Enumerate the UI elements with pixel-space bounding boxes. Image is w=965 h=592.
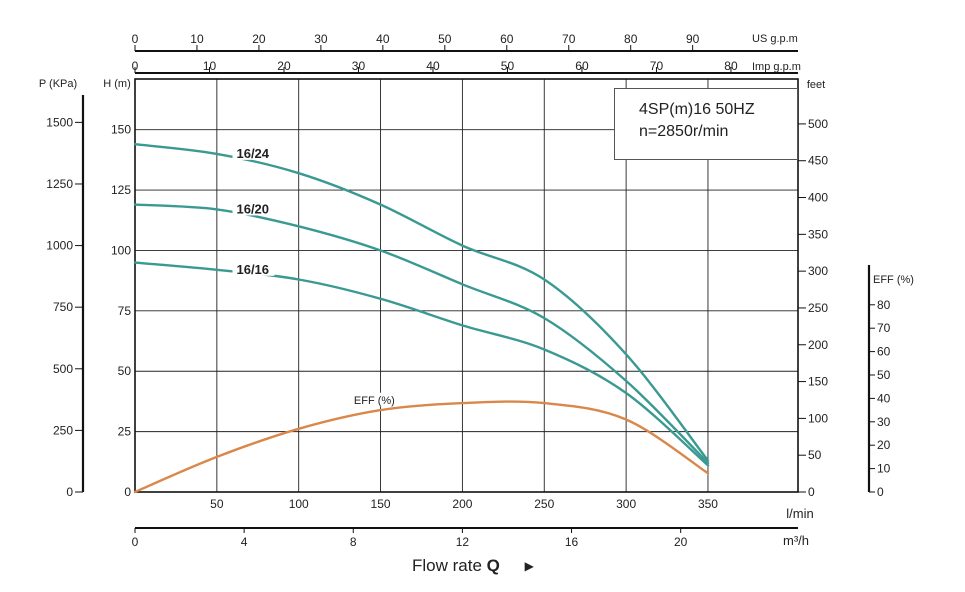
y-tick-label-head: 150 — [111, 123, 131, 137]
x-tick-label-lmin: 350 — [698, 497, 718, 511]
y-tick-label-feet: 250 — [808, 301, 828, 315]
us-gpm-tick-label: 60 — [500, 32, 514, 46]
y-tick-label-pressure: 1250 — [46, 177, 73, 191]
y-tick-label-feet: 0 — [808, 485, 815, 499]
imp-gpm-tick-label: 10 — [203, 59, 217, 73]
y-tick-label-eff: 10 — [877, 462, 891, 476]
curve-label-bg — [232, 144, 275, 160]
y-tick-label-pressure: 1000 — [46, 239, 73, 253]
curve-16-20 — [133, 203, 710, 465]
imp-gpm-tick-label: 0 — [132, 59, 139, 73]
curve-label-16-16: 16/16 — [236, 262, 269, 277]
imp-gpm-tick-label: 50 — [501, 59, 515, 73]
y-tick-label-head: 125 — [111, 183, 131, 197]
y-unit-feet: feet — [807, 79, 825, 91]
y-tick-label-pressure: 0 — [66, 485, 73, 499]
y-tick-label-eff: 30 — [877, 415, 891, 429]
arrow-right-icon: ▶ — [524, 559, 534, 573]
axes — [75, 45, 875, 533]
x-axis-title-symbol: Q — [486, 556, 500, 575]
us-gpm-tick-label: 0 — [132, 32, 139, 46]
imp-gpm-tick-label: 80 — [724, 59, 738, 73]
curve-16-16 — [133, 261, 710, 467]
x-tick-label-m3h: 8 — [350, 535, 357, 549]
y-tick-label-pressure: 1500 — [46, 115, 73, 129]
y-tick-label-head: 25 — [118, 425, 132, 439]
imp-gpm-tick-label: 40 — [426, 59, 440, 73]
curve-label-16-24: 16/24 — [236, 146, 269, 161]
y-unit-pressure: P (KPa) — [39, 78, 77, 90]
curve-16-24 — [133, 143, 710, 462]
us-gpm-tick-label: 30 — [314, 32, 328, 46]
y-tick-label-feet: 350 — [808, 227, 828, 241]
y-tick-label-eff: 80 — [877, 298, 891, 312]
x-tick-label-m3h: 12 — [456, 535, 470, 549]
pump-info-box: 4SP(m)16 50HZ n=2850r/min — [614, 88, 798, 160]
y-tick-label-feet: 150 — [808, 375, 828, 389]
y-tick-label-feet: 450 — [808, 154, 828, 168]
x-tick-label-lmin: 150 — [371, 497, 391, 511]
labels: 50 100 150 200 250 300 350l/min025507510012515… — [39, 32, 914, 549]
y-tick-label-pressure: 750 — [53, 300, 73, 314]
y-tick-label-eff: 0 — [877, 485, 884, 499]
y-tick-label-feet: 200 — [808, 338, 828, 352]
plot-frame — [134, 78, 799, 493]
y-tick-label-feet: 500 — [808, 117, 828, 131]
y-tick-label-eff: 20 — [877, 438, 891, 452]
us-gpm-tick-label: 40 — [376, 32, 390, 46]
chart-subtitle: n=2850r/min — [639, 123, 729, 140]
y-tick-label-eff: 40 — [877, 391, 891, 405]
y-tick-label-pressure: 500 — [53, 362, 73, 376]
imp-gpm-tick-label: 30 — [352, 59, 366, 73]
y-unit-eff: EFF (%) — [873, 274, 914, 286]
x-tick-label-lmin: 100 — [289, 497, 309, 511]
y-tick-label-head: 50 — [118, 364, 132, 378]
y-tick-label-eff: 60 — [877, 345, 891, 359]
us-gpm-tick-label: 90 — [686, 32, 700, 46]
curve-eff — [133, 400, 710, 494]
y-tick-label-head: 100 — [111, 243, 131, 257]
y-tick-label-feet: 400 — [808, 191, 828, 205]
x-tick-label-lmin: 50 — [210, 497, 224, 511]
curve-label-eff: EFF (%) — [354, 395, 395, 407]
x-tick-label-m3h: 16 — [565, 535, 579, 549]
us-gpm-tick-label: 80 — [624, 32, 638, 46]
y-tick-label-eff: 50 — [877, 368, 891, 382]
y-tick-label-pressure: 250 — [53, 423, 73, 437]
y-tick-label-head: 0 — [124, 485, 131, 499]
x-unit-m3h: m³/h — [783, 533, 809, 548]
imp-gpm-tick-label: 70 — [650, 59, 664, 73]
curve-label-16-20: 16/20 — [236, 201, 269, 216]
x-unit-lmin: l/min — [786, 506, 813, 521]
chart-title: 4SP(m)16 50HZ — [639, 101, 755, 118]
y-tick-label-feet: 300 — [808, 264, 828, 278]
us-gpm-tick-label: 50 — [438, 32, 452, 46]
x-tick-label-lmin: 300 — [616, 497, 636, 511]
y-tick-label-head: 75 — [118, 304, 132, 318]
x-tick-label-m3h: 0 — [132, 535, 139, 549]
y-tick-label-eff: 70 — [877, 321, 891, 335]
x-tick-label-m3h: 20 — [674, 535, 688, 549]
x-tick-label-lmin: 250 — [534, 497, 554, 511]
curves — [133, 143, 710, 494]
y-tick-label-feet: 100 — [808, 411, 828, 425]
imp-gpm-tick-label: 20 — [277, 59, 291, 73]
x-axis-title-text: Flow rate — [412, 556, 482, 575]
y-tick-label-feet: 50 — [808, 448, 822, 462]
us-gpm-tick-label: 70 — [562, 32, 576, 46]
curve-label-bg — [352, 392, 397, 407]
y-unit-head: H (m) — [103, 78, 131, 90]
imp-gpm-tick-label: 60 — [575, 59, 589, 73]
x-unit-us-gpm: US g.p.m — [752, 33, 798, 45]
us-gpm-tick-label: 20 — [252, 32, 266, 46]
x-tick-label-m3h: 4 — [241, 535, 248, 549]
x-tick-label-lmin: 200 — [452, 497, 472, 511]
curve-label-bg — [232, 200, 275, 216]
us-gpm-tick-label: 10 — [190, 32, 204, 46]
x-axis-title: Flow rate Q ▶ — [412, 556, 534, 576]
curve-label-bg — [232, 260, 275, 276]
x-unit-imp-gpm: Imp g.p.m — [752, 61, 801, 73]
